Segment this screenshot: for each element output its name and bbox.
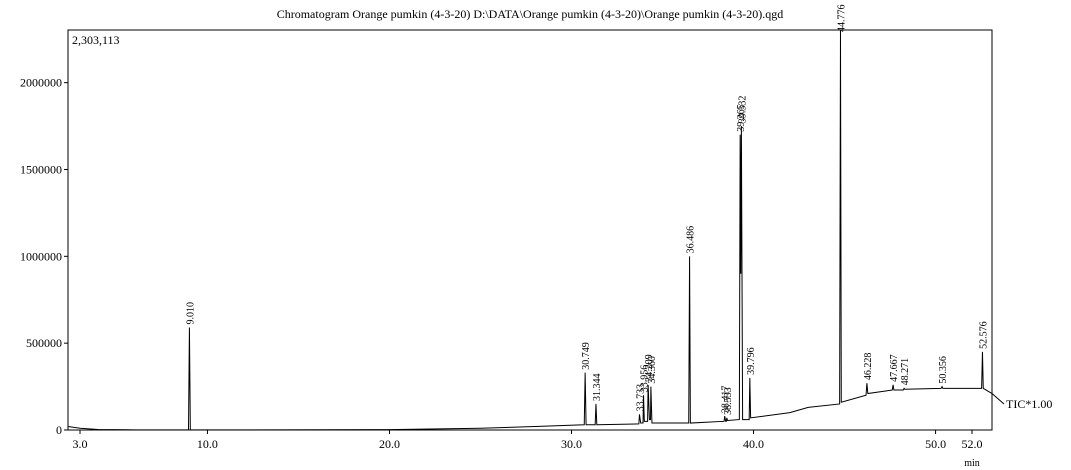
peak-label: 46.228 <box>863 353 874 381</box>
peak-label: 34.360 <box>647 356 658 384</box>
peak-label: 30.749 <box>581 342 592 370</box>
trace-line <box>67 30 993 431</box>
y-tick-label: 2000000 <box>20 76 62 90</box>
x-tick-label: 30.0 <box>561 437 582 451</box>
peak-label: 36.486 <box>686 226 697 254</box>
peak-label: 39.332 <box>737 96 748 124</box>
trace-label: TIC*1.00 <box>1006 397 1052 411</box>
y-tick-label: 1000000 <box>20 249 62 263</box>
peak-label: 39.265 <box>736 104 747 132</box>
peak-label: 38.417 <box>721 386 732 414</box>
peak-label: 47.667 <box>889 354 900 382</box>
max-label: 2,303,113 <box>72 33 120 47</box>
chart-title: Chromatogram Orange pumkin (4-3-20) D:\D… <box>277 7 784 21</box>
peak-label: 34.209 <box>644 354 655 382</box>
y-tick-label: 0 <box>56 423 62 437</box>
peak-label: 50.356 <box>938 356 949 384</box>
peak-label: 48.271 <box>900 358 911 386</box>
y-tick-label: 1500000 <box>20 162 62 176</box>
x-tick-label: 10.0 <box>197 437 218 451</box>
peak-label: 31.344 <box>592 373 603 401</box>
trace-label-leader <box>991 393 1005 405</box>
peak-label: 38.533 <box>723 387 734 415</box>
peak-label: 39.796 <box>746 347 757 375</box>
x-tick-label: 50.0 <box>925 437 946 451</box>
x-tick-label: 40.0 <box>743 437 764 451</box>
plot-frame <box>67 29 993 431</box>
x-axis-label: min <box>964 458 980 469</box>
peak-label: 33.733 <box>635 384 646 412</box>
x-tick-label: 3.0 <box>73 437 88 451</box>
peak-label: 9.010 <box>185 302 196 325</box>
x-tick-label: 52.0 <box>961 437 982 451</box>
x-tick-label: 20.0 <box>379 437 400 451</box>
peak-label: 52.576 <box>978 321 989 349</box>
peak-label: 33.956 <box>640 365 651 393</box>
peak-label: 44.776 <box>836 5 847 33</box>
y-tick-label: 500000 <box>26 336 62 350</box>
